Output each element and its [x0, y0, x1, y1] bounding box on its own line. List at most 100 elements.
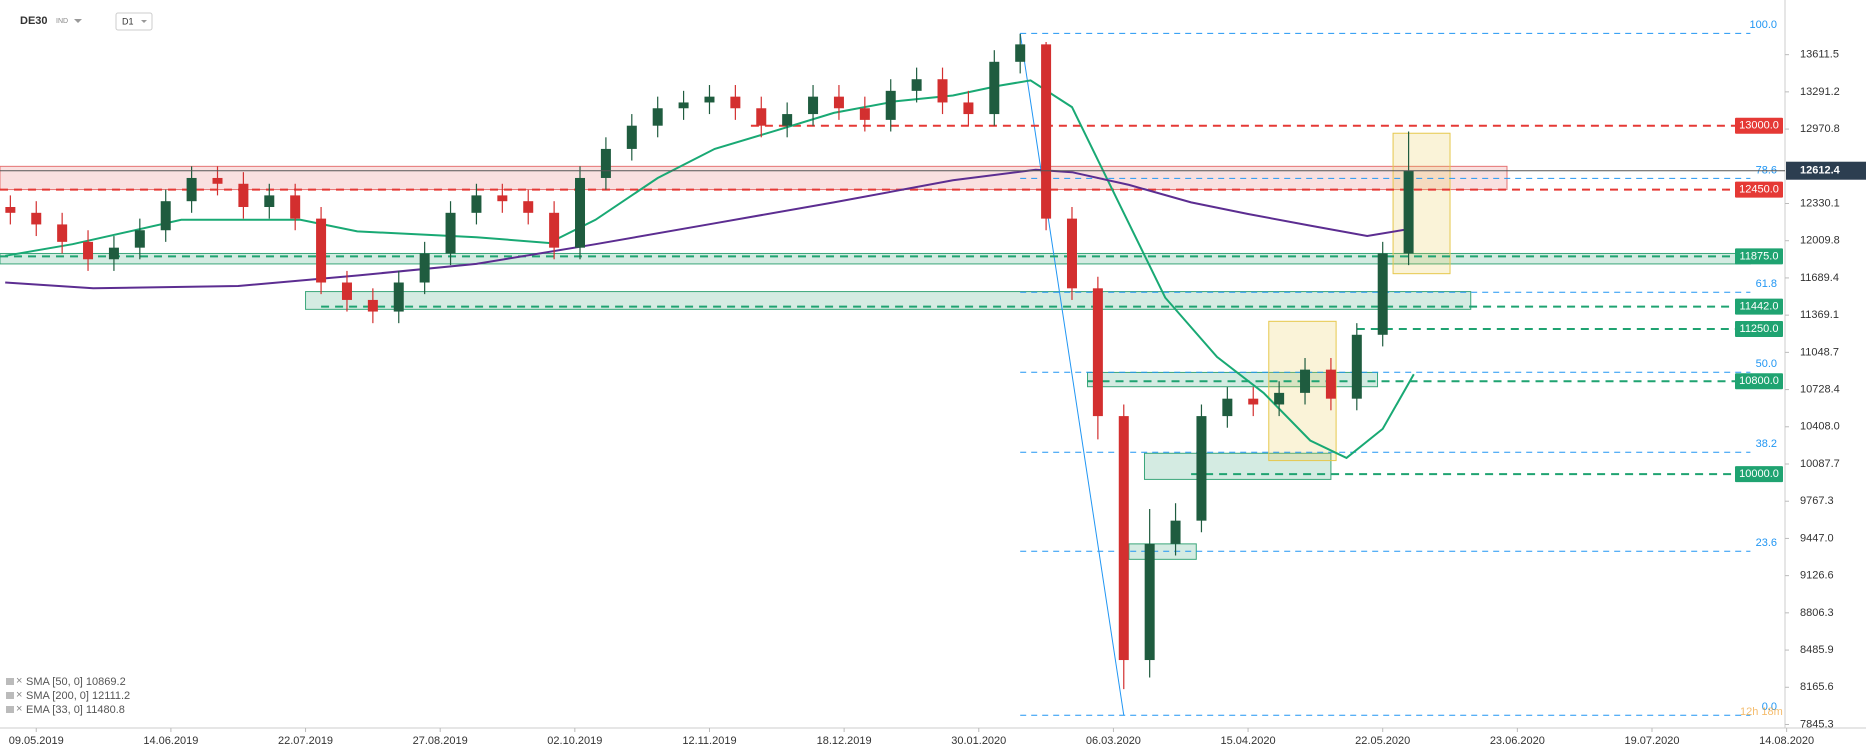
candle-body [264, 195, 275, 208]
candle-body [238, 183, 249, 208]
candle-body [885, 90, 896, 120]
candle-body [1170, 520, 1181, 544]
legend-icon [6, 706, 14, 713]
timeframe-arrow[interactable] [141, 20, 147, 23]
level-label-box [1735, 466, 1783, 483]
symbol[interactable]: DE30 [20, 15, 48, 27]
level-label-box [1735, 181, 1783, 198]
current-price-box [1786, 161, 1866, 180]
x-tick-label: 02.10.2019 [547, 735, 602, 747]
y-tick-label: 9126.6 [1800, 570, 1834, 582]
y-tick-label: 12970.8 [1800, 123, 1840, 135]
current-price: 12612.4 [1800, 165, 1841, 177]
legend-close[interactable]: × [16, 689, 22, 701]
candle-body [937, 79, 948, 103]
fib-label: 38.2 [1756, 438, 1777, 450]
level-label-box [1735, 248, 1783, 265]
level-label-box [1735, 298, 1783, 315]
fib-label: 0.0 [1762, 701, 1777, 713]
level-label: 13000.0 [1739, 120, 1779, 132]
level-label: 11875.0 [1740, 250, 1779, 262]
plot-layer [0, 32, 1751, 716]
dropdown-arrow[interactable] [74, 19, 82, 23]
y-tick-label: 13291.2 [1800, 86, 1840, 98]
y-tick-label: 10728.4 [1800, 383, 1840, 395]
candle-body [859, 108, 870, 120]
candle-body [108, 247, 119, 260]
candle-body [1066, 218, 1077, 289]
fib-anchor [1019, 33, 1125, 716]
x-tick-label: 23.06.2020 [1490, 735, 1545, 747]
zone [0, 252, 1751, 265]
level-label: 10800.0 [1739, 375, 1779, 387]
candle-body [833, 96, 844, 109]
candle-body [1403, 170, 1414, 254]
candle-body [963, 102, 974, 115]
candle-body [575, 177, 586, 248]
candle-body [290, 195, 301, 219]
y-tick-label: 9767.3 [1800, 495, 1834, 507]
fib-label: 100.0 [1749, 19, 1777, 31]
candle-body [367, 299, 378, 312]
level-label-box [1735, 117, 1783, 134]
candle-body [1300, 369, 1311, 393]
candle-body [471, 195, 482, 213]
candle-body [782, 114, 793, 126]
candle-body [5, 207, 16, 213]
zone [1392, 132, 1451, 275]
candle-body [57, 224, 68, 242]
x-tick-label: 18.12.2019 [817, 735, 872, 747]
candle-body [134, 230, 145, 248]
legend-close[interactable]: × [16, 703, 22, 715]
candle-body [497, 195, 508, 202]
zone [0, 165, 1508, 191]
x-tick-label: 14.08.2020 [1759, 735, 1814, 747]
candle-body [1196, 416, 1207, 521]
ma-line [5, 79, 1415, 460]
x-tick-label: 22.07.2019 [278, 735, 333, 747]
candle-body [419, 253, 430, 283]
candle-body [186, 177, 197, 202]
legend-icon [6, 692, 14, 699]
level-label: 11250.0 [1740, 323, 1779, 335]
candle-body [393, 282, 404, 312]
x-tick-label: 12.11.2019 [682, 735, 736, 747]
legend-entry: SMA [50, 0] 10869.2 [26, 676, 126, 688]
candle-body [756, 108, 767, 126]
y-tick-label: 8165.6 [1800, 681, 1834, 693]
level-label: 11442.0 [1740, 301, 1779, 313]
x-tick-label: 27.08.2019 [413, 735, 468, 747]
candle-body [989, 61, 1000, 115]
candle-body [1248, 398, 1259, 405]
timeframe[interactable]: D1 [122, 16, 134, 26]
x-tick-label: 09.05.2019 [9, 735, 64, 747]
y-tick-label: 12330.1 [1800, 197, 1840, 209]
y-tick-label: 10408.0 [1800, 421, 1840, 433]
candle-body [1041, 44, 1052, 219]
candle-body [1351, 334, 1362, 399]
x-tick-label: 19.07.2020 [1624, 735, 1679, 747]
candle-body [445, 212, 456, 254]
level-label-box [1735, 320, 1783, 337]
y-tick-label: 11369.1 [1800, 309, 1839, 321]
legend-close[interactable]: × [16, 675, 22, 687]
timeframe-box[interactable] [115, 12, 153, 31]
legend-icon [6, 678, 14, 685]
candle-body [212, 177, 223, 184]
level-label: 12450.0 [1739, 183, 1779, 195]
candle-body [1015, 44, 1026, 62]
legend-entry: SMA [200, 0] 12111.2 [26, 690, 130, 702]
candle-body [316, 218, 327, 283]
candle-body [83, 241, 94, 260]
candle-body [600, 148, 611, 178]
candle-body [1377, 253, 1388, 335]
x-tick-label: 22.05.2020 [1355, 735, 1410, 747]
candle-body [704, 96, 715, 103]
countdown: 12h 18m [1740, 706, 1783, 718]
level-label-box [1735, 373, 1783, 390]
candle-body [626, 125, 637, 149]
y-tick-label: 10087.7 [1800, 458, 1840, 470]
candle-body [1118, 416, 1129, 661]
